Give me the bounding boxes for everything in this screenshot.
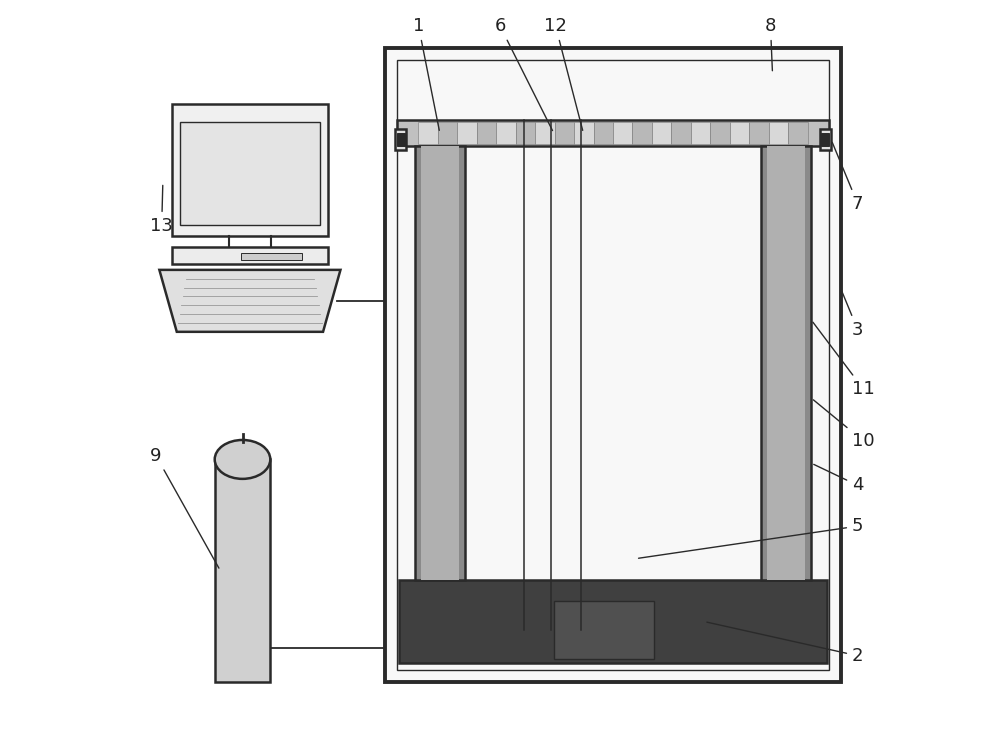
Bar (555, 122, 574, 144)
Bar (477, 122, 496, 144)
Bar (496, 122, 516, 144)
Bar (397, 120, 829, 147)
Bar (730, 122, 749, 144)
Bar (710, 122, 730, 144)
Bar (613, 122, 632, 144)
Bar (761, 147, 811, 580)
Text: 4: 4 (814, 465, 863, 494)
Bar (535, 122, 555, 144)
Text: 6: 6 (494, 17, 553, 130)
Bar (457, 122, 477, 144)
Bar (821, 133, 829, 147)
Text: 2: 2 (707, 622, 863, 665)
Bar (180, 122, 320, 225)
Text: 5: 5 (639, 517, 863, 558)
Bar (767, 147, 805, 580)
Bar (399, 580, 827, 662)
Bar (397, 133, 405, 147)
Text: 13: 13 (150, 185, 173, 235)
Text: 11: 11 (813, 322, 875, 398)
Bar (749, 122, 769, 144)
Text: 10: 10 (813, 400, 875, 450)
Bar (395, 130, 406, 150)
Text: 9: 9 (150, 447, 219, 568)
Bar (554, 601, 654, 659)
Bar (671, 122, 691, 144)
Ellipse shape (215, 440, 270, 479)
Text: 8: 8 (765, 17, 776, 70)
Text: 7: 7 (832, 142, 863, 213)
Bar (594, 122, 613, 144)
Bar (438, 122, 457, 144)
Bar (574, 122, 594, 144)
Bar (215, 459, 270, 682)
Bar (788, 122, 808, 144)
Bar (415, 147, 465, 580)
Bar (418, 122, 438, 144)
Bar (632, 122, 652, 144)
Text: 12: 12 (544, 17, 583, 130)
Text: 1: 1 (413, 17, 439, 130)
Bar (820, 130, 831, 150)
Bar (691, 122, 710, 144)
Bar (516, 122, 535, 144)
Bar (172, 247, 328, 265)
Bar (769, 122, 788, 144)
Text: 3: 3 (842, 291, 863, 339)
Bar (397, 60, 829, 670)
Bar (652, 122, 671, 144)
Bar (241, 253, 302, 260)
Polygon shape (159, 270, 340, 332)
Bar (421, 147, 459, 580)
Bar (172, 104, 328, 236)
Bar (385, 48, 841, 682)
